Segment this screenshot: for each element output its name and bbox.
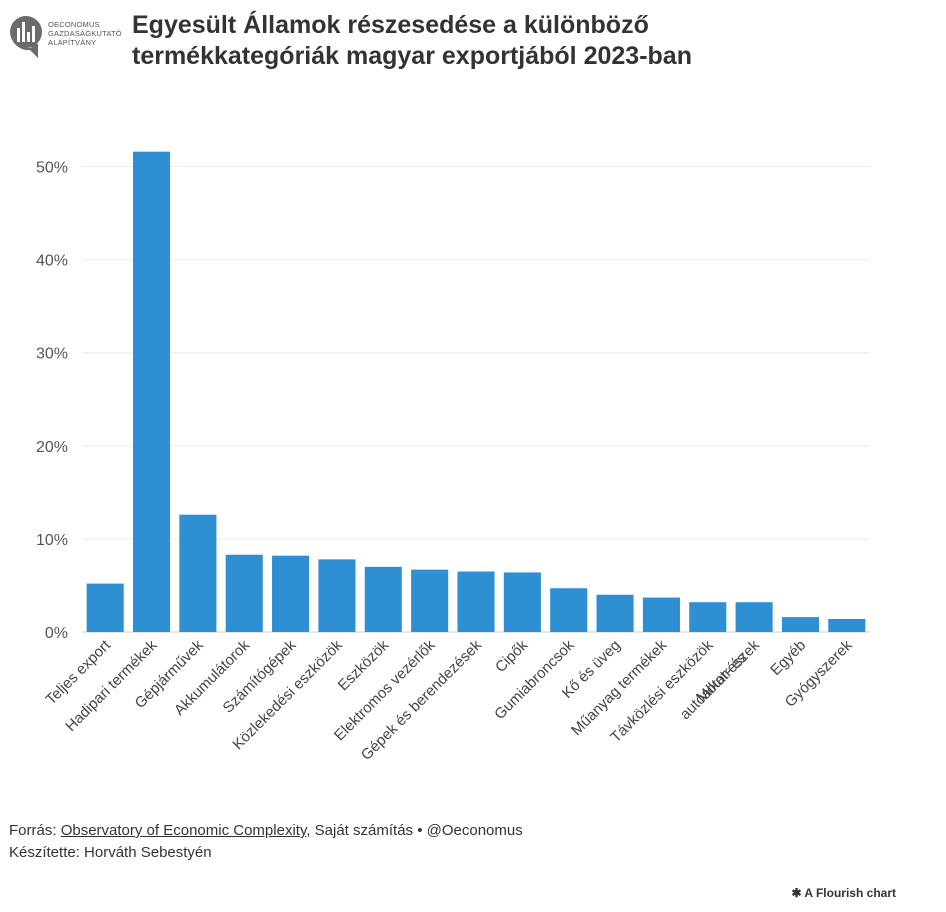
bar — [132, 151, 171, 632]
source-prefix: Forrás: — [9, 822, 61, 839]
x-tick-label: Cipők — [492, 636, 531, 675]
logo-text: OECONOMUS GAZDASÁGKUTATÓ ALAPÍTVÁNY — [48, 20, 122, 47]
y-tick-label: 10% — [36, 532, 68, 549]
bar — [596, 594, 634, 632]
y-tick-label: 50% — [36, 160, 68, 177]
bar — [735, 602, 773, 632]
logo-icon — [10, 16, 42, 58]
bar — [86, 583, 124, 632]
bar — [642, 597, 680, 632]
bar — [503, 572, 541, 632]
x-tick-label: Egyéb — [767, 637, 809, 679]
bar — [364, 566, 402, 632]
x-tick-label: Gumiabroncsok — [491, 636, 578, 723]
bar — [272, 555, 310, 632]
chart-title-line-1: Egyesült Államok részesedése a különböző — [132, 11, 649, 39]
bar — [318, 559, 356, 632]
logo-line-1: OECONOMUS — [48, 20, 100, 29]
y-tick-label: 0% — [45, 625, 68, 642]
logo: OECONOMUS GAZDASÁGKUTATÓ ALAPÍTVÁNY — [8, 14, 128, 70]
chart-title-line-2: termékkategóriák magyar exportjából 2023… — [132, 42, 692, 70]
bar — [781, 617, 820, 632]
source-line: Forrás: Observatory of Economic Complexi… — [9, 820, 523, 842]
flourish-icon: ✱ — [791, 886, 802, 900]
y-tick-label: 20% — [36, 439, 68, 456]
source-link[interactable]: Observatory of Economic Complexity — [60, 822, 307, 839]
x-tick-label: autóalkatrészek — [677, 636, 764, 723]
flourish-label: A Flourish chart — [804, 886, 896, 900]
source-suffix: , Saját számítás • @Oeconomus — [306, 822, 523, 839]
author-line: Készítette: Horváth Sebestyén — [9, 844, 212, 861]
bar — [550, 588, 588, 632]
logo-line-2: GAZDASÁGKUTATÓ — [48, 29, 122, 38]
bar — [457, 571, 495, 632]
bar — [411, 569, 449, 632]
bar — [828, 618, 866, 632]
y-tick-label: 30% — [36, 346, 68, 363]
bar — [225, 554, 263, 632]
chart-title: Egyesült Államok részesedése a különböző… — [132, 10, 932, 72]
flourish-credit[interactable]: ✱ A Flourish chart — [791, 886, 896, 900]
footer: Forrás: Observatory of Economic Complexi… — [9, 820, 523, 864]
y-tick-label: 40% — [36, 253, 68, 270]
bar — [689, 602, 727, 632]
bar — [179, 514, 217, 632]
logo-line-3: ALAPÍTVÁNY — [48, 38, 97, 47]
